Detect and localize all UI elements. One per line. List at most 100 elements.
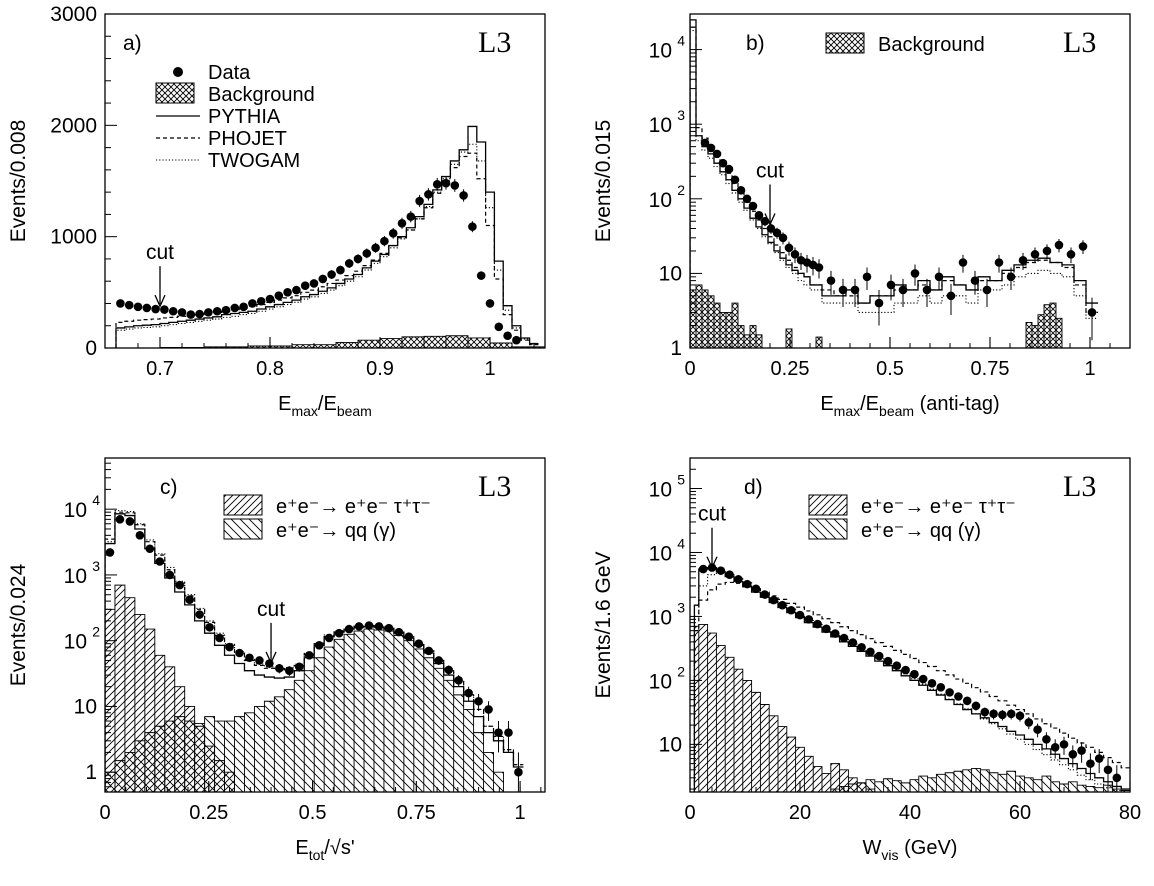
y-axis-label: Events/0.024 [7,563,30,686]
data-point [1087,308,1097,317]
y-tick-label: 1 [670,337,682,360]
data-point [982,285,992,295]
y-tick-label: 10 [64,631,87,654]
data-point [265,294,275,304]
x-axis-label: Emax/Ebeam [278,393,372,419]
data-point [476,271,486,280]
x-axis-label-part: /√s' [324,837,354,859]
y-tick-label: 10 [649,670,672,693]
data-point [994,258,1004,267]
cut-label: cut [146,241,174,264]
data-point [432,180,442,189]
data-point [125,517,135,526]
data-point [730,175,740,185]
data-point [474,696,483,706]
data-point [145,544,155,554]
data-point [778,600,787,610]
data-point [838,285,848,295]
x-tick-label: 1 [484,358,495,380]
x-tick-label: 0 [99,802,110,824]
data-point [998,710,1007,720]
data-point [804,615,814,624]
data-point [394,627,404,637]
data-point [255,656,264,665]
y-tick-label: 10 [659,733,682,756]
data-point [344,259,354,268]
legend-label: e⁺e⁻→ e⁺e⁻ τ⁺τ⁻ [276,496,431,518]
data-point [814,263,824,272]
legend-label: PHOJET [208,128,287,150]
hist-line-twogam [115,143,539,348]
data-point [724,164,734,174]
data-point [415,196,424,206]
data-point [850,285,860,295]
hist-fill-crosshatch [116,335,545,348]
data-point [874,298,884,308]
y-tick-exponent: 5 [677,472,685,488]
data-point [848,638,858,647]
data-point [454,675,463,685]
data-point [275,664,284,673]
x-axis-label-part: max [834,403,860,419]
data-point [414,639,424,648]
data-point [334,628,344,638]
data-point [1054,240,1064,250]
legend-swatch [808,494,848,516]
data-point [300,281,310,290]
data-point [504,728,513,737]
x-axis-label-part: (GeV) [899,837,958,859]
data-point [898,285,908,295]
data-point [1078,242,1088,251]
data-point [195,610,204,619]
y-tick-label: 10 [649,542,672,565]
data-point [512,335,521,345]
legend-swatch [223,494,263,516]
data-point [133,302,143,312]
data-point [1006,709,1016,719]
data-point [790,250,800,259]
y-tick-label: 10 [74,695,97,718]
data-point [115,515,125,524]
data-point [736,185,746,195]
legend-label: Data [208,62,251,84]
data-point [892,661,902,670]
data-point [135,531,145,540]
x-tick-label: 80 [1119,802,1141,824]
data-point [168,306,178,316]
data-point [971,701,981,711]
data-point [712,149,722,159]
data-point [910,269,920,278]
cut-arrow-head [154,294,166,308]
y-tick-exponent: 2 [677,663,685,679]
cut-arrow-head [706,556,718,570]
x-axis-label-part: beam [337,403,372,419]
data-point [404,632,414,641]
data-point [766,224,776,233]
x-axis-label-main: E [820,393,833,415]
data-point [116,299,125,308]
plot-area [115,125,545,348]
data-point [105,548,115,557]
x-tick-label: 0.75 [397,802,436,824]
legend-entry: e⁺e⁻→ qq (γ) [808,518,981,542]
data-point [725,570,734,579]
plot-area [693,563,1130,792]
hist-line-pythia [115,125,539,348]
legend-entry: e⁺e⁻→ qq (γ) [223,518,396,542]
x-tick-label: 0.5 [299,802,327,824]
x-tick-label: 20 [789,802,811,824]
data-point [459,191,468,200]
data-point [364,621,374,630]
x-tick-label: 0.7 [146,358,174,380]
data-point [1066,250,1076,259]
panel-c: 0 0.25 0.5 0.75 1 1 10 10 2 10 3 10 4 Etot/√s' Events/… [7,457,546,863]
legend-entry: e⁺e⁻→ e⁺e⁻ τ⁺τ⁻ [223,494,431,518]
data-point [742,579,752,589]
hist-line-twogam [693,571,1130,792]
data-point [980,707,990,717]
data-point [195,309,204,319]
data-point [754,211,764,220]
data-point [1033,725,1042,734]
x-tick-label: 0.9 [366,358,394,380]
data-point [1006,272,1016,282]
